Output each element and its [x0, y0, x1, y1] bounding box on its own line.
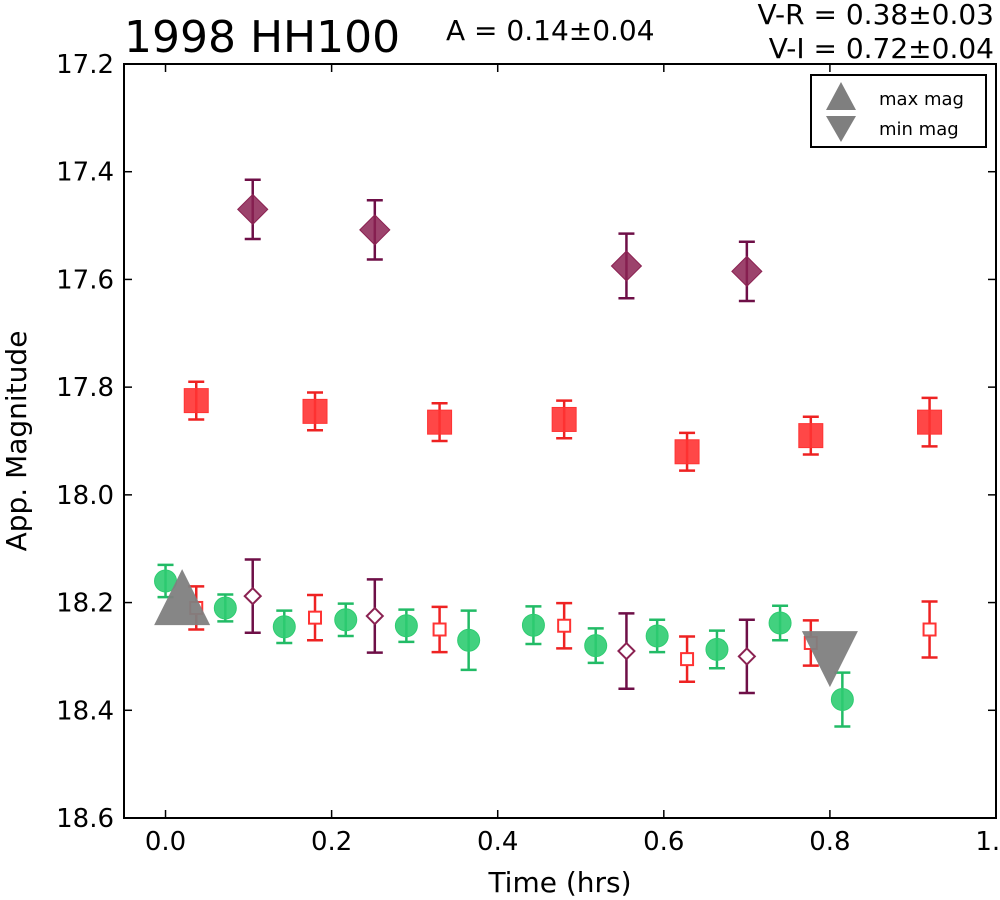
data-point-square-open [680, 652, 695, 667]
data-point-square-open [308, 610, 323, 625]
data-point-diamond-open [617, 641, 636, 661]
data-point-diamond [610, 250, 643, 282]
x-tick-label: 0.6 [643, 827, 684, 857]
data-point-circle [768, 611, 792, 635]
data-point-diamond [359, 214, 391, 246]
amplitude-label: A = 0.14±0.04 [446, 14, 655, 47]
x-tick-label: 0.2 [311, 827, 352, 857]
y-tick-label: 18.4 [56, 696, 114, 726]
chart-title: 1998 HH100 [124, 12, 401, 63]
data-point-square [302, 398, 328, 424]
x-tick-label: 0.0 [145, 827, 186, 857]
data-point-circle [334, 608, 358, 632]
x-tick-label: 0.8 [809, 827, 850, 857]
y-tick-label: 18.6 [56, 804, 114, 834]
x-axis-label: Time (hrs) [487, 866, 631, 899]
data-point-square-open [922, 622, 937, 637]
y-axis-label: App. Magnitude [0, 331, 33, 552]
x-axis-ticks: 0.0 0.2 0.4 0.6 0.8 1.0 [145, 64, 1000, 857]
data-point-square [183, 388, 209, 414]
y-tick-label: 17.8 [56, 373, 114, 403]
x-tick-label: 0.4 [477, 827, 518, 857]
data-point-square [798, 423, 824, 449]
y-tick-label: 17.4 [56, 158, 114, 188]
data-point-circle [645, 624, 669, 648]
y-tick-label: 17.6 [56, 265, 114, 295]
data-point-diamond-open [737, 647, 757, 666]
data-point-circle [457, 628, 481, 652]
y-tick-label: 18.2 [56, 589, 114, 619]
data-point-circle [830, 688, 854, 712]
plot-frame [123, 63, 997, 819]
data-point-square [427, 409, 453, 435]
y-tick-label: 17.2 [56, 50, 114, 80]
max-mag-marker [154, 569, 211, 626]
extrema-markers [154, 569, 858, 688]
data-point-square [674, 439, 700, 465]
data-point-circle [213, 596, 237, 620]
legend-max-mag-icon [826, 82, 856, 110]
data-point-diamond-open [243, 586, 263, 606]
data-point-diamond-open [365, 606, 385, 626]
min-mag-marker [801, 631, 858, 688]
data-point-circle [521, 613, 545, 637]
data-point-square [917, 409, 943, 435]
data-point-square-open [432, 622, 447, 637]
data-point-circle [584, 634, 608, 658]
x-tick-label: 1.0 [975, 827, 1000, 857]
legend-label: max mag [879, 89, 964, 110]
legend-label: min mag [879, 119, 959, 140]
legend: max mag min mag [810, 74, 987, 148]
data-point-diamond [731, 255, 763, 288]
y-tick-label: 18.0 [56, 481, 114, 511]
legend-min-mag-icon [826, 116, 856, 142]
data-point-square [551, 406, 577, 432]
data-point-square-open [557, 618, 572, 633]
data-point-diamond [237, 193, 269, 226]
color-index-vi: V-I = 0.72±0.04 [768, 32, 994, 65]
color-index-vr: V-R = 0.38±0.03 [757, 0, 994, 31]
data-point-circle [272, 615, 296, 639]
y-axis-ticks: 17.2 17.4 17.6 17.8 18.0 18.2 18.4 18.6 [56, 50, 996, 834]
data-point-circle [705, 637, 729, 661]
data-point-circle [394, 614, 418, 638]
data-marks [154, 178, 943, 728]
